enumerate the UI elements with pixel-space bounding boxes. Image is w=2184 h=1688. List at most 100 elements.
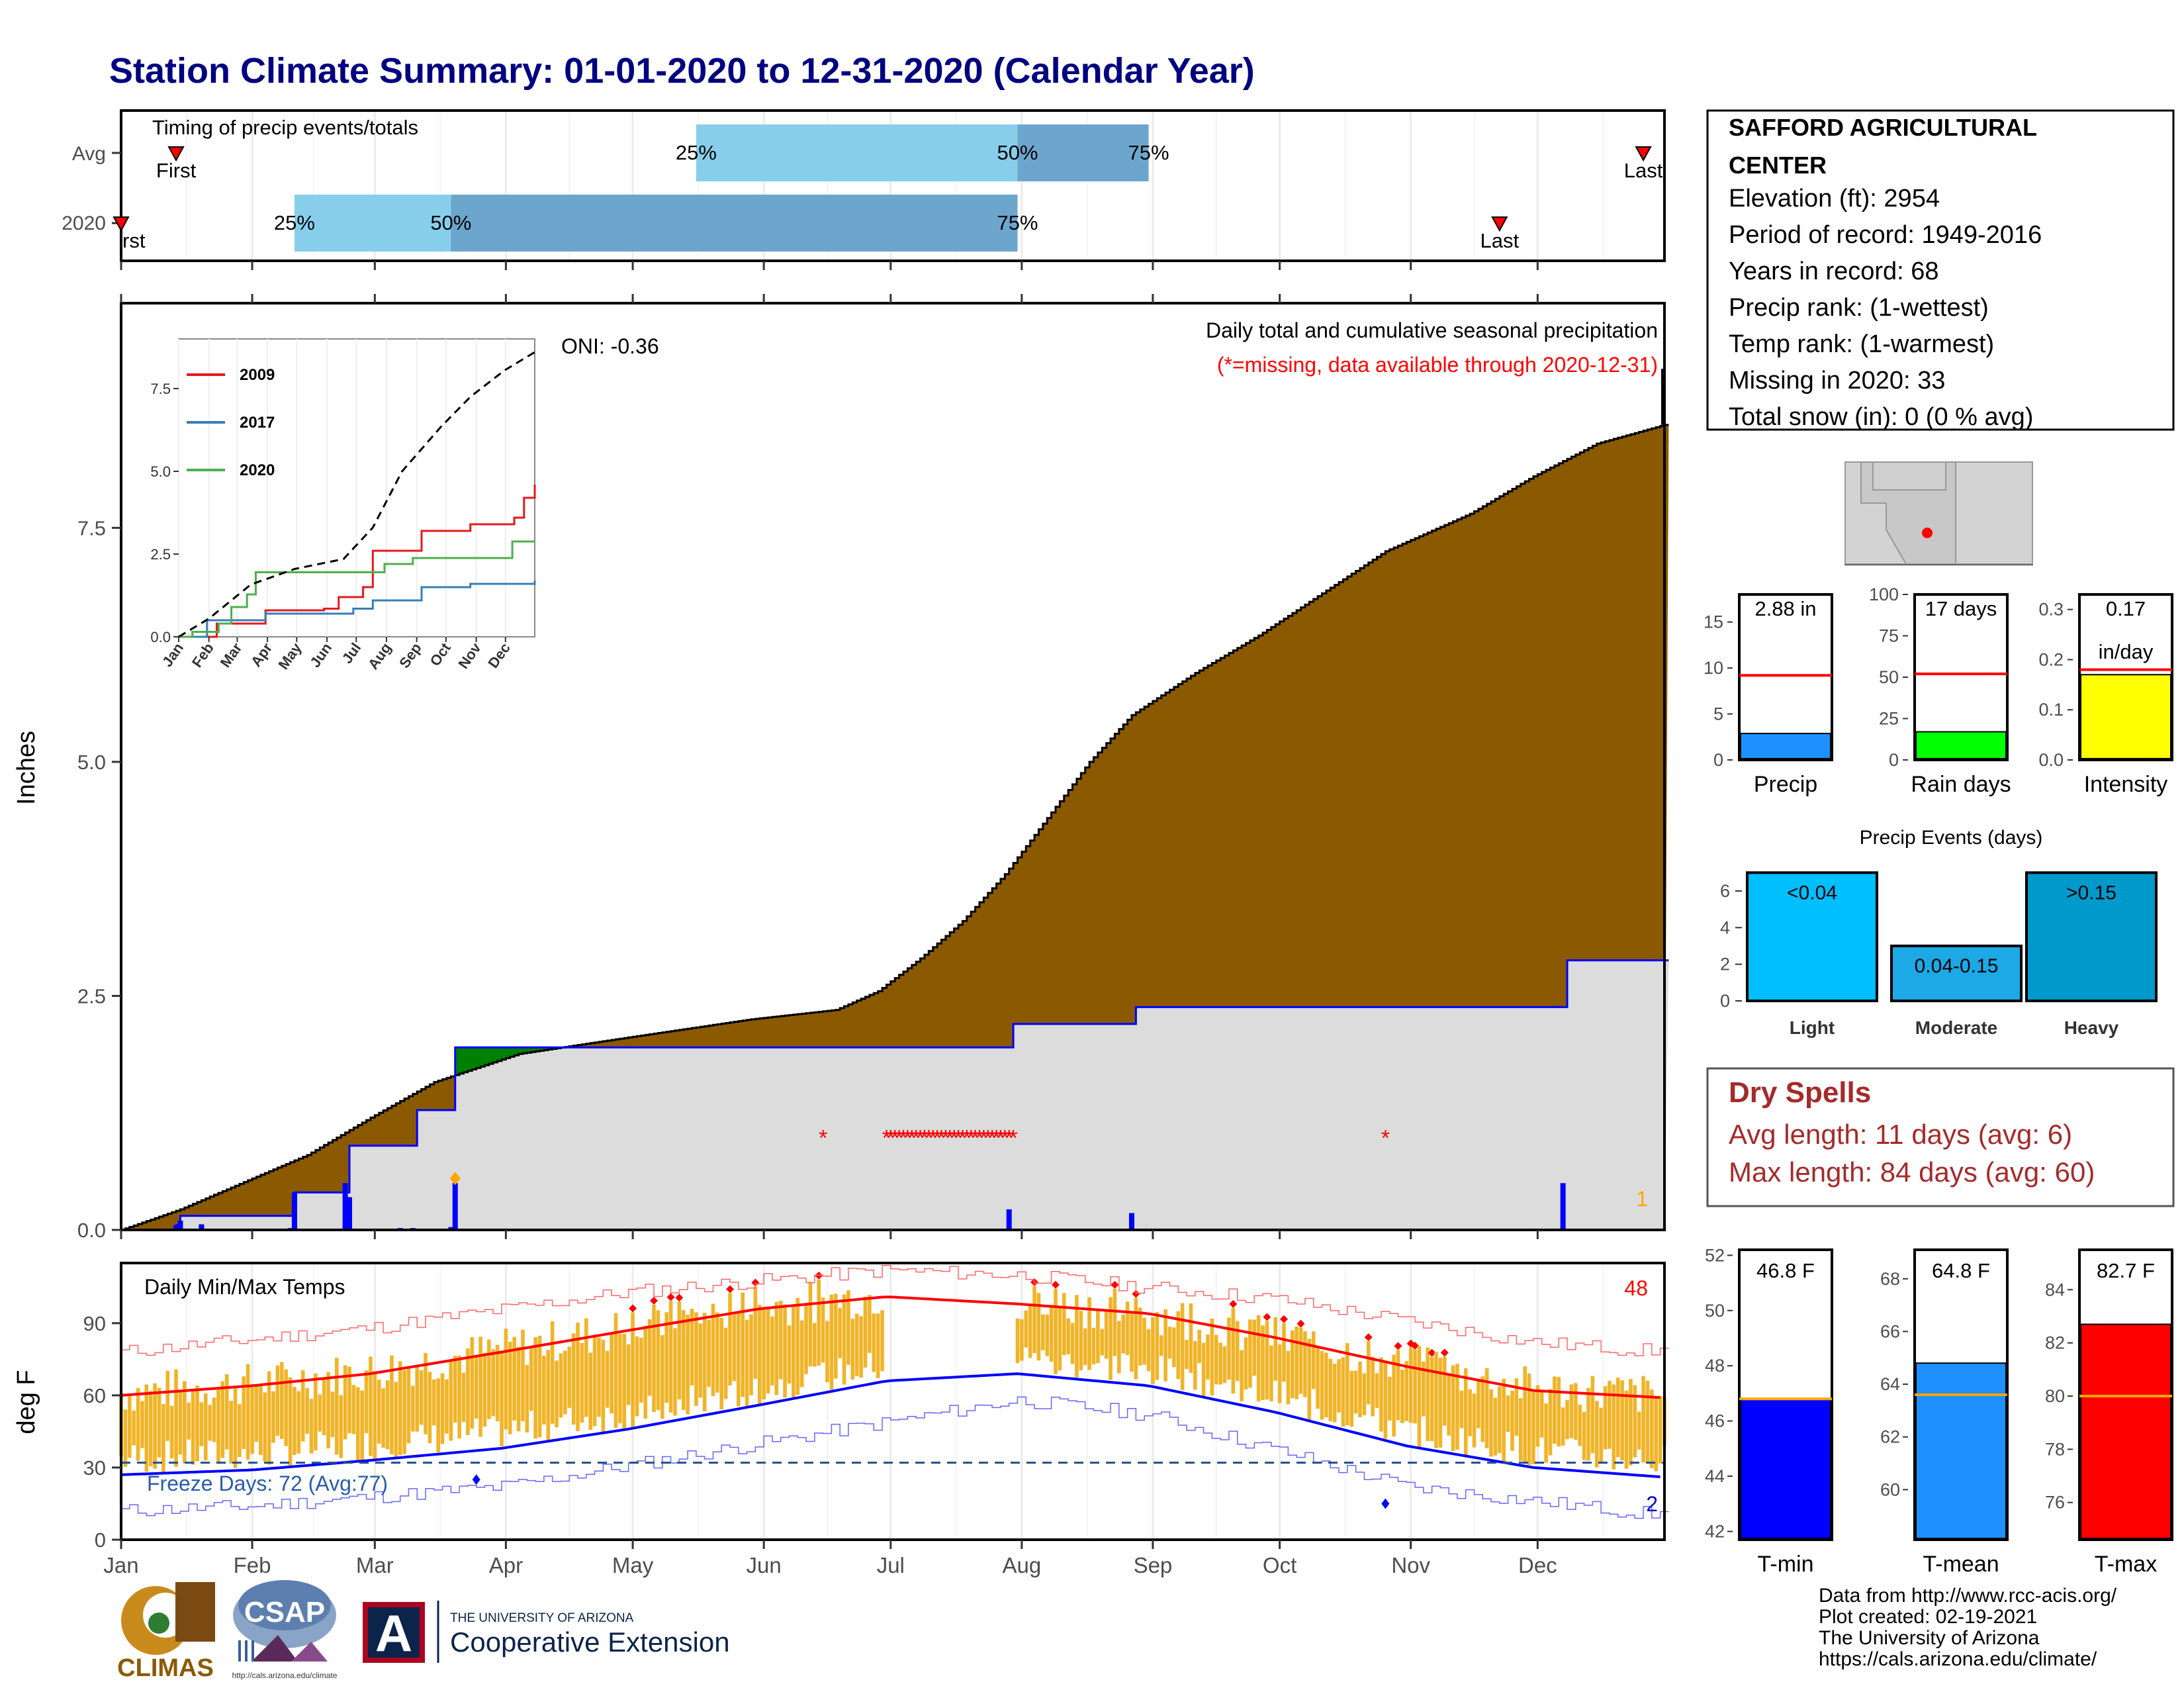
daily-temp-bar bbox=[140, 1401, 144, 1448]
daily-temp-bar bbox=[1298, 1327, 1303, 1394]
daily-temp-bar bbox=[369, 1356, 373, 1456]
daily-temp-bar bbox=[686, 1315, 690, 1415]
temp-bar-value bbox=[2080, 1323, 2171, 1540]
daily-temp-bar bbox=[537, 1335, 542, 1438]
inset-series-line bbox=[179, 581, 536, 638]
daily-temp-bar bbox=[1527, 1373, 1531, 1466]
daily-temp-bar bbox=[778, 1301, 783, 1380]
daily-temp-bar bbox=[838, 1307, 842, 1358]
daily-temp-bar bbox=[804, 1305, 808, 1374]
daily-temp-bar bbox=[783, 1304, 787, 1398]
daily-temp-bar bbox=[424, 1353, 428, 1434]
climas-logo-text: CLIMAS bbox=[117, 1654, 214, 1682]
event-bar bbox=[2025, 871, 2158, 1003]
daily-temp-bar bbox=[1345, 1343, 1349, 1425]
daily-temp-bar bbox=[1075, 1295, 1079, 1378]
events-y-tick-label: 2 bbox=[1720, 955, 1730, 974]
record-high-marker bbox=[675, 1293, 684, 1302]
daily-temp-bar bbox=[863, 1296, 868, 1368]
daily-temp-bar bbox=[203, 1393, 208, 1461]
daily-temp-bar bbox=[449, 1360, 453, 1441]
daily-temp-bar bbox=[1455, 1364, 1459, 1450]
daily-temp-bar bbox=[293, 1387, 296, 1455]
daily-temp-bar bbox=[1307, 1338, 1312, 1421]
snow-marker bbox=[449, 1172, 461, 1186]
daily-precip-bar bbox=[177, 1220, 183, 1230]
daily-temp-bar bbox=[165, 1370, 170, 1441]
mini-bar-value-label: 0.17 bbox=[2106, 597, 2146, 620]
daily-temp-bar bbox=[1422, 1361, 1426, 1417]
daily-temp-bar bbox=[1193, 1340, 1197, 1390]
daily-temp-bar bbox=[741, 1292, 745, 1397]
daily-temp-bar bbox=[829, 1294, 834, 1390]
daily-temp-bar bbox=[1096, 1310, 1100, 1364]
daily-temp-bar bbox=[698, 1323, 703, 1398]
daily-temp-bar bbox=[1358, 1361, 1362, 1417]
daily-temp-bar bbox=[1484, 1368, 1489, 1448]
daily-precip-bar bbox=[1128, 1213, 1134, 1230]
daily-precip-bar bbox=[347, 1197, 353, 1230]
daily-temp-bar bbox=[694, 1312, 698, 1406]
daily-temp-bar bbox=[428, 1372, 432, 1444]
daily-precip-bar bbox=[291, 1192, 297, 1230]
daily-temp-bar bbox=[419, 1370, 424, 1425]
temp-summary-y-tick-label: 84 bbox=[2045, 1280, 2065, 1299]
record-high-marker bbox=[629, 1304, 637, 1313]
missing-day-marker: * bbox=[958, 1126, 967, 1151]
daily-temp-bar bbox=[1328, 1358, 1333, 1421]
record-max-line bbox=[121, 1265, 1669, 1356]
daily-temp-bar bbox=[1218, 1342, 1222, 1385]
daily-temp-bar bbox=[440, 1373, 445, 1444]
daily-temp-bar bbox=[1036, 1293, 1041, 1361]
daily-temp-bar bbox=[1561, 1407, 1565, 1446]
daily-temp-bar bbox=[542, 1355, 546, 1425]
missing-day-marker: * bbox=[992, 1126, 1001, 1151]
daily-temp-bar bbox=[1404, 1361, 1409, 1421]
summary-bars: 0 5 10 15 2.88 in Precip 0 25 50 75 100 17 days Rain… bbox=[1704, 585, 2173, 797]
station-location-map bbox=[1844, 461, 2033, 565]
daily-temp-bar bbox=[668, 1301, 673, 1413]
timing-first-label: rst bbox=[122, 229, 146, 252]
daily-temp-bar bbox=[631, 1312, 635, 1428]
normal-min-line bbox=[120, 1372, 1661, 1479]
daily-temp-bar bbox=[1079, 1311, 1083, 1371]
footer-line-4: https://cals.arizona.edu/climate/ bbox=[1819, 1648, 2097, 1670]
timing-row-label-avg: Avg bbox=[72, 143, 106, 165]
mini-y-tick-label: 0 bbox=[1889, 750, 1899, 770]
daily-temp-bar bbox=[478, 1336, 482, 1437]
daily-temp-bar bbox=[436, 1378, 440, 1452]
missing-day-marker: * bbox=[891, 1126, 899, 1151]
daily-temp-bar bbox=[1565, 1399, 1569, 1440]
daily-temp-bar bbox=[618, 1333, 622, 1424]
daily-temp-bar bbox=[1658, 1395, 1662, 1464]
daily-temp-bar bbox=[723, 1327, 728, 1399]
precip-events-title: Precip Events (days) bbox=[1860, 827, 2043, 849]
timing-pct-label: 75% bbox=[1128, 141, 1169, 164]
daily-temp-bar bbox=[1087, 1297, 1091, 1370]
daily-temp-bar bbox=[1248, 1319, 1252, 1388]
daily-temp-bar bbox=[288, 1377, 293, 1467]
inset-y-tick-label: 7.5 bbox=[150, 381, 171, 397]
station-info-line: Temp rank: (1-warmest) bbox=[1729, 330, 1994, 358]
daily-temp-bar bbox=[1633, 1385, 1637, 1458]
daily-temp-bar bbox=[191, 1390, 195, 1465]
daily-temp-bar bbox=[1493, 1397, 1498, 1456]
daily-temp-bar bbox=[1273, 1317, 1278, 1381]
daily-temp-bar bbox=[355, 1387, 360, 1461]
normal-max-line bbox=[120, 1295, 1661, 1399]
daily-temp-bar bbox=[224, 1374, 229, 1450]
footer-line-1: Data from http://www.rcc-acis.org/ bbox=[1819, 1585, 2117, 1607]
daily-temp-bar bbox=[144, 1384, 149, 1472]
daily-temp-bar bbox=[254, 1385, 259, 1442]
daily-temp-bar bbox=[322, 1378, 326, 1436]
timing-panel-label: Timing of precip events/totals bbox=[152, 116, 418, 139]
daily-temp-bar bbox=[576, 1322, 580, 1432]
month-label: Apr bbox=[489, 1553, 523, 1577]
daily-temp-bar bbox=[309, 1399, 314, 1454]
timing-bar-q2 bbox=[451, 195, 1018, 252]
daily-temp-bar bbox=[1430, 1356, 1434, 1442]
daily-temp-bar bbox=[846, 1290, 850, 1365]
missing-day-marker: * bbox=[950, 1126, 958, 1151]
daily-temp-bar bbox=[728, 1293, 732, 1386]
daily-temp-bar bbox=[1353, 1370, 1358, 1414]
